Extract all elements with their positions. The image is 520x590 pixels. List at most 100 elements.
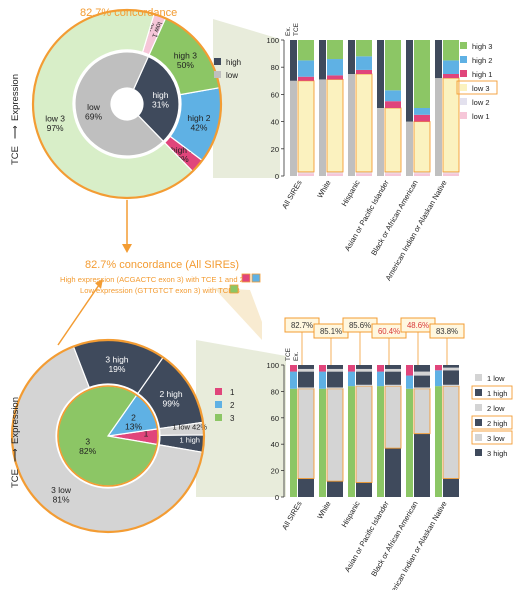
bottom-inner-outline [57, 385, 159, 487]
top-bar-y-tick-label: 100 [266, 36, 279, 45]
top-bar-bar-hispanic-right-low-3 [355, 73, 373, 173]
bottom-outer-label-3-low-line: 3 low [51, 485, 72, 495]
top-bar-column-label-ex: Ex. [285, 26, 292, 36]
top-outer-label-high-3-line: high 3 [174, 51, 197, 61]
bottom-bar-y-tick-label: 80 [271, 387, 279, 396]
up-arrow-head [95, 279, 103, 289]
bottom-bar-bar-american-indian-or-alaskan-native-left-1 [435, 365, 442, 371]
bottom-bar-y-tick-label: 0 [275, 493, 279, 502]
bottom-outer-label-3-high-line: 19% [108, 364, 125, 374]
bottom-bar-bar-black-or-african-american-left-3 [406, 388, 413, 497]
top-bar-category-label-hispanic: Hispanic [340, 178, 362, 208]
top-bar-bar-hispanic-right-high-3 [356, 40, 372, 57]
bottom-bar-legend-label-1-low: 1 low [487, 374, 505, 383]
top-outer-label-low-3: low 3 97% [45, 114, 65, 133]
bottom-bar-column-label-ex: Ex. [293, 351, 300, 361]
bottom-bar-bar-asian-or-pacific-islander-right-1-high [385, 365, 401, 369]
bottom-outer-label-1-low: 1 low 42% [172, 423, 207, 432]
bottom-bar-y-tick-label: 60 [271, 414, 279, 423]
bottom-bar-bar-american-indian-or-alaskan-native-right-1-high [443, 365, 459, 368]
bottom-inner-label-2-line: 13% [125, 422, 142, 432]
top-bar-legend-swatch-high-2 [460, 56, 467, 63]
top-bar-bar-american-indian-or-alaskan-native-right-low-1 [443, 173, 459, 176]
bottom-bar-bar-white-left-2 [319, 371, 326, 389]
top-inner-label-high: high 31% [152, 90, 169, 109]
top-bar-legend-swatch-low-1 [460, 112, 467, 119]
top-bar-bar-all-sires-left-high [290, 40, 297, 81]
bottom-bar-bar-american-indian-or-alaskan-native-right-3-low [442, 385, 460, 479]
middle-concordance-title: 82.7% concordance (All SIREs) [85, 259, 239, 271]
top-outer-label-low-3-line: low 3 [45, 114, 65, 124]
top-donut-chart: high 18%high 242%high 350%low 13%low 397… [31, 8, 223, 200]
top-arrow-glyph: ⟶ [10, 125, 21, 139]
bottom-bar-bar-all-sires-left-2 [290, 371, 297, 389]
top-bar-bar-black-or-african-american-right-low-2 [414, 171, 430, 174]
bottom-bar-bar-all-sires-right-3-low [297, 388, 315, 479]
top-bar-legend-swatch-high-1 [460, 70, 467, 77]
top-outer-label-high-1: high 1 8% [171, 145, 194, 164]
bottom-tce-label: TCE [10, 469, 21, 488]
bottom-donut-legend-swatch-2 [215, 401, 222, 408]
bottom-bar-bar-white-left-1 [319, 365, 326, 372]
top-donut-legend: high low [214, 58, 241, 80]
bottom-bar-bar-all-sires-right-2-low [298, 387, 314, 389]
bottom-bar-legend-highlight-1-high [471, 385, 513, 400]
bottom-bar-legend-swatch-2-low [475, 404, 482, 411]
top-bar-bar-black-or-african-american-right-low-1 [414, 173, 430, 176]
bottom-bar-bar-american-indian-or-alaskan-native-right-1-low [443, 367, 459, 371]
top-bar-column-label-tce: TCE [293, 22, 300, 36]
bottom-bar-bar-hispanic-left-1 [348, 365, 355, 372]
top-bar-legend-label-low-1: low 1 [472, 112, 490, 121]
top-bar-bar-hispanic-left-low [348, 74, 355, 176]
bottom-bar-bar-hispanic-right-1-high [356, 365, 372, 369]
bottom-bar-bar-hispanic-right-2-low [356, 384, 372, 387]
bottom-bar-column-label-tce: TCE [285, 347, 292, 361]
bottom-bar-legend-label-3-high: 3 high [487, 449, 507, 458]
bottom-outer-label-2-high-line: 99% [163, 399, 180, 409]
top-bar-bar-black-or-african-american-right-high-3 [414, 40, 430, 108]
bottom-bar-legend-highlight-3-low [471, 430, 513, 445]
top-donut-legend-label-high: high [226, 58, 241, 67]
bottom-inner-label-2: 2 13% [125, 412, 142, 431]
bottom-bar-bar-all-sires-right-1-low [298, 368, 314, 372]
bottom-bar-y-tick-label: 100 [266, 361, 279, 370]
bottom-outer-label-1-high-line: 1 high [180, 436, 200, 445]
bottom-bar-bar-white-right-3-low [326, 388, 344, 482]
bottom-bar-legend-label-2-high: 2 high [487, 419, 507, 428]
bottom-bar-legend-swatch-3-low [475, 434, 482, 441]
bottom-inner-label-3: 3 82% [79, 436, 96, 455]
bottom-bar-bar-all-sires-right-1-high [298, 365, 314, 369]
bottom-bar-bar-white-right-2-low [327, 387, 343, 389]
bottom-outer-label-3-high: 3 high 19% [105, 355, 128, 374]
top-bar-bar-asian-or-pacific-islander-left-high [377, 40, 384, 108]
bottom-expression-label: Expression [10, 397, 21, 444]
top-bar-bar-asian-or-pacific-islander-left-low [377, 108, 384, 176]
top-bar-bar-white-right-low-1 [327, 173, 343, 176]
bottom-bar-legend-swatch-1-high [475, 389, 482, 396]
bottom-bar-bar-white-right-2-high [327, 371, 343, 388]
bottom-bar-bar-asian-or-pacific-islander-right-1-low [385, 368, 401, 372]
top-bar-bar-hispanic-right-low-1 [356, 173, 372, 176]
bottom-donut-legend-label-1: 1 [230, 388, 235, 397]
top-bar-bar-all-sires-right-high-2 [298, 60, 314, 77]
bottom-bar-bar-hispanic-right-1-low [356, 368, 372, 372]
top-bar-bar-asian-or-pacific-islander-right-low-2 [385, 171, 401, 174]
top-bar-bar-american-indian-or-alaskan-native-right-high-2 [443, 60, 459, 74]
top-tce-label: TCE [10, 146, 21, 165]
top-bar-category-label-all-sires: All SIREs [280, 178, 304, 210]
bottom-bar-bar-asian-or-pacific-islander-right-2-high [385, 371, 401, 385]
top-bar-bar-asian-or-pacific-islander-right-low-3 [384, 107, 402, 173]
bottom-bar-bar-asian-or-pacific-islander-right-2-low [385, 384, 401, 387]
top-donut-outline [31, 8, 223, 200]
top-outer-label-high-1-line: 8% [176, 154, 189, 164]
top-donut-hole [111, 88, 143, 120]
top-outer-label-high-3: high 3 50% [174, 51, 197, 70]
top-bar-bar-american-indian-or-alaskan-native-right-high-3 [443, 40, 459, 61]
bottom-bar-legend-label-2-low: 2 low [487, 404, 505, 413]
bottom-bar-concordance-label-3: 60.4% [378, 327, 400, 336]
bottom-bar-legend-label-3-low: 3 low [487, 434, 505, 443]
bottom-bar-legend-label-1-high: 1 high [487, 389, 507, 398]
bottom-outer-label-2-high-line: 2 high [159, 389, 182, 399]
bottom-donut-legend: 1 2 3 [215, 388, 235, 423]
bottom-bar-bar-american-indian-or-alaskan-native-right-2-high [443, 370, 459, 385]
